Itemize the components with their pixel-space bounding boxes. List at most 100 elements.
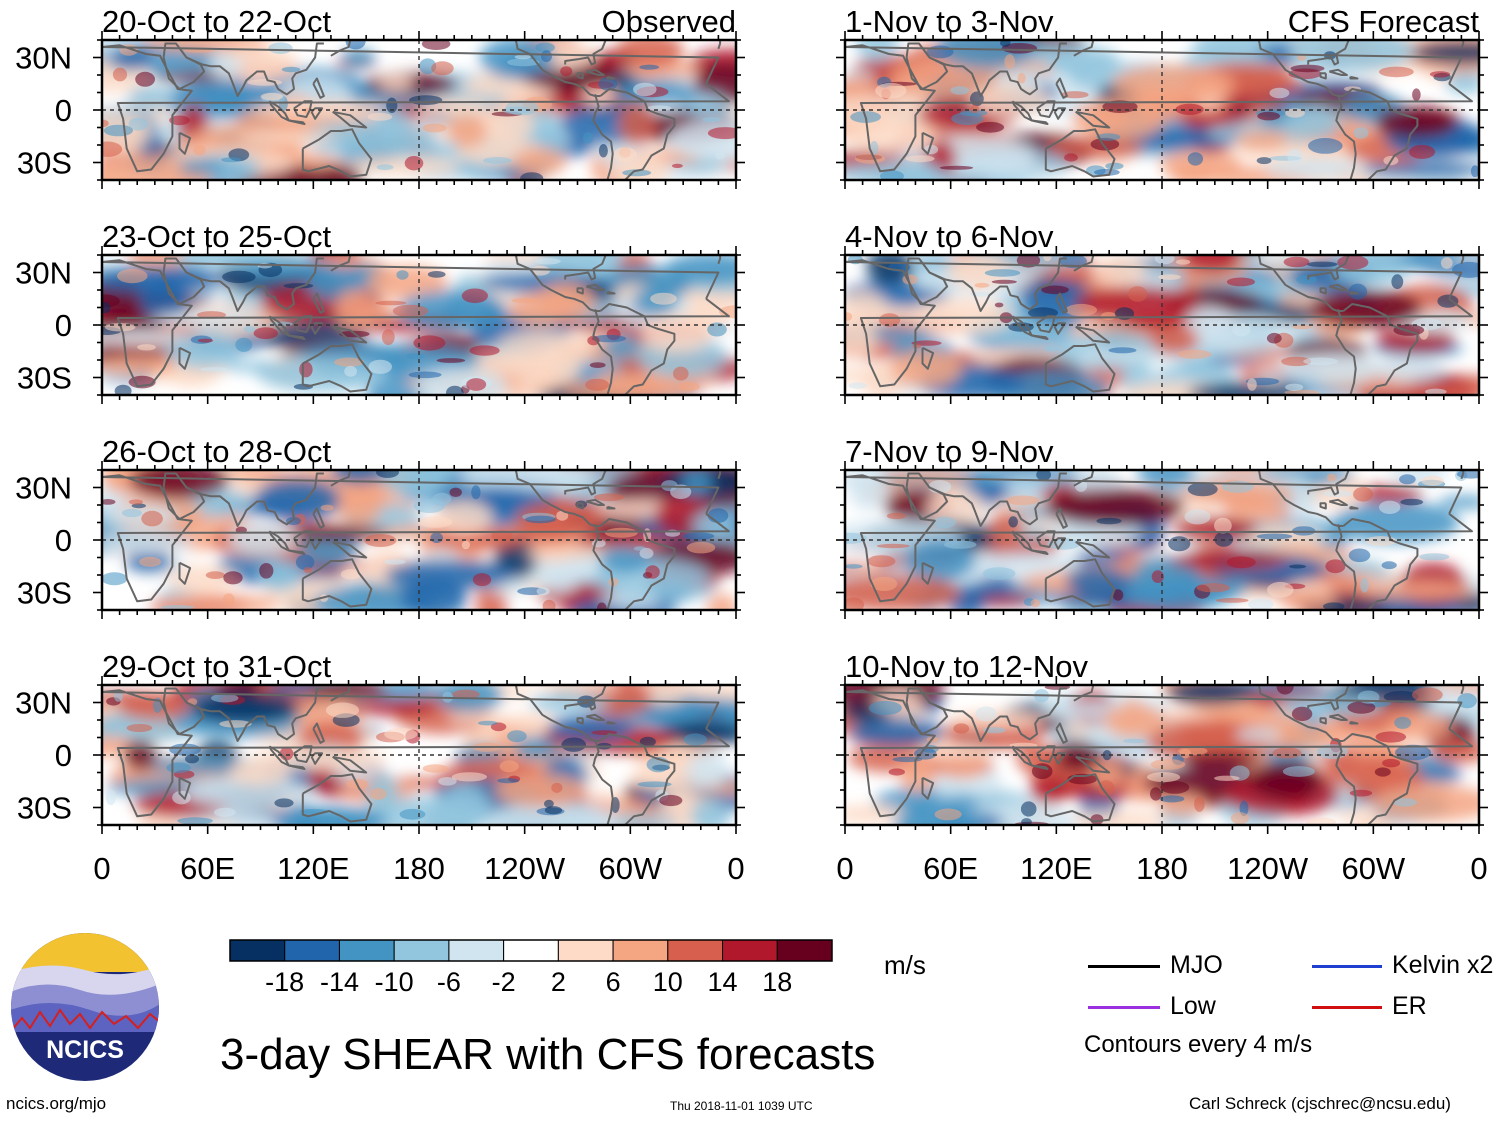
coastline: [576, 72, 584, 80]
coastline: [1342, 303, 1419, 395]
coastline: [301, 343, 373, 393]
panel-2: 23-Oct to 25-Oct 30N 0 30S: [15, 219, 745, 404]
coastline: [1319, 717, 1327, 725]
colorbar-swatch: [338, 939, 395, 962]
coastline: [288, 549, 306, 555]
coastline: [1036, 745, 1056, 763]
coastline: [564, 40, 607, 66]
colorbar-swatch: [284, 939, 340, 962]
coastline: [162, 42, 206, 90]
coastline: [288, 119, 306, 125]
colorbar-label: -18: [265, 967, 304, 997]
coastline: [102, 259, 730, 388]
coastline: [586, 713, 605, 721]
coastline: [845, 259, 1473, 388]
coastline: [332, 755, 368, 774]
coastline: [845, 689, 1473, 818]
coastline: [332, 325, 368, 344]
coastlines: [845, 40, 1473, 180]
coastlines: [845, 255, 1473, 395]
coastline: [1055, 77, 1068, 99]
panel-7: 7-Nov to 9-Nov: [836, 434, 1488, 619]
coastline: [921, 131, 935, 155]
colorbar-swatch: [503, 939, 559, 962]
coastline: [301, 773, 373, 823]
panel-title: 7-Nov to 9-Nov: [845, 434, 1054, 469]
coastline: [1257, 685, 1344, 742]
coastline: [1055, 722, 1068, 744]
coastlines: [102, 470, 730, 610]
shear-field: [845, 255, 1479, 395]
coastline: [332, 540, 368, 559]
coastline: [576, 502, 584, 510]
shear-field: [102, 685, 736, 825]
coastline: [186, 42, 324, 97]
coastline: [330, 40, 352, 57]
coastline: [599, 88, 676, 180]
coastline: [845, 474, 1473, 603]
coastline: [1073, 40, 1095, 57]
coastlines: [845, 470, 1473, 610]
coastline: [905, 257, 949, 305]
coastline: [1307, 685, 1350, 711]
panel-title: 29-Oct to 31-Oct: [102, 649, 332, 684]
x-tick-label: 60E: [923, 851, 978, 886]
coastline: [1044, 128, 1116, 178]
colorbar-label: 2: [551, 967, 566, 997]
legend-line-er: [1312, 1006, 1382, 1009]
coastline: [586, 68, 605, 76]
coastline: [1055, 507, 1068, 529]
legend-label-low: Low: [1170, 992, 1216, 1020]
coastline: [1257, 470, 1344, 527]
colorbar-label: 14: [707, 967, 737, 997]
coastline: [1349, 75, 1359, 80]
colorbar-swatch: [229, 939, 286, 962]
panel-1: 20-Oct to 22-Oct Observed 30N 0 30S: [15, 4, 745, 189]
coastline: [1031, 549, 1049, 555]
x-tick-label: 0: [1470, 851, 1487, 886]
colorbar-swatch: [667, 939, 724, 962]
coastline: [1342, 518, 1419, 610]
colorbar-swatch: [612, 939, 669, 962]
coastline: [1349, 720, 1359, 725]
coastline: [332, 110, 368, 129]
y-tick-label: 0: [55, 523, 72, 558]
coastline: [178, 561, 192, 585]
coastline: [1257, 40, 1344, 97]
legend-line-kelvin: [1312, 965, 1382, 968]
coastline: [599, 733, 676, 825]
y-tick-label: 30N: [15, 686, 72, 721]
y-tick-label: 0: [55, 308, 72, 343]
coastline: [1044, 773, 1116, 823]
contour-note: Contours every 4 m/s: [1084, 1031, 1313, 1058]
panel-title: 1-Nov to 3-Nov: [845, 4, 1054, 39]
shear-field: [102, 40, 736, 180]
coastline: [1036, 315, 1056, 333]
y-tick-label: 30N: [15, 256, 72, 291]
coastline: [178, 131, 192, 155]
logo-text: NCICS: [46, 1036, 124, 1064]
coastline: [162, 257, 206, 305]
main-title: 3-day SHEAR with CFS forecasts: [220, 1030, 876, 1079]
coastline: [330, 685, 352, 702]
panel-title: 23-Oct to 25-Oct: [102, 219, 332, 254]
coastline: [929, 42, 1067, 97]
shear-field: [102, 255, 736, 395]
panel-title: 10-Nov to 12-Nov: [845, 649, 1088, 684]
coastline: [921, 346, 935, 370]
y-tick-label: 0: [55, 93, 72, 128]
panel-6: 4-Nov to 6-Nov: [836, 219, 1488, 404]
coastline: [293, 100, 313, 118]
panel-title: 26-Oct to 28-Oct: [102, 434, 332, 469]
colorbar-label: 10: [653, 967, 683, 997]
coastline: [293, 315, 313, 333]
coastline: [514, 470, 601, 527]
colorbar-label: -6: [437, 967, 461, 997]
x-tick-label: 0: [836, 851, 853, 886]
panel-tag: Observed: [602, 4, 736, 39]
colorbar-label: 18: [762, 967, 792, 997]
panel-title: 20-Oct to 22-Oct: [102, 4, 332, 39]
footer-url: ncics.org/mjo: [6, 1094, 107, 1113]
coastline: [1319, 502, 1327, 510]
coastline: [905, 687, 949, 735]
